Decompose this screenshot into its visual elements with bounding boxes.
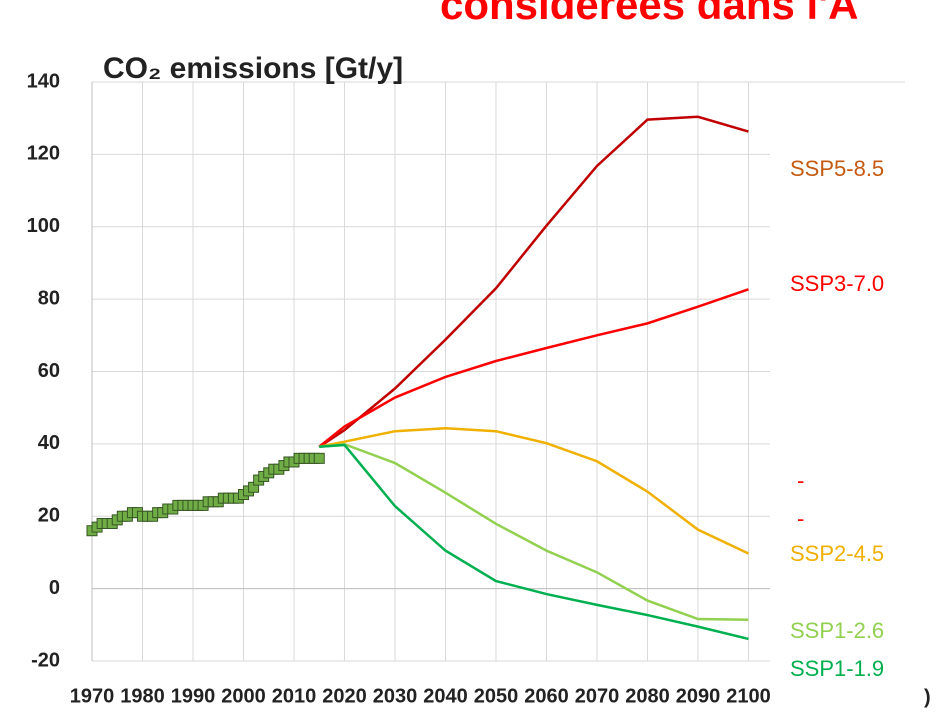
x-tick-label: 1990 xyxy=(171,685,216,707)
x-tick-label: 2050 xyxy=(474,685,519,707)
series-line xyxy=(318,427,749,555)
x-tick-label: 2000 xyxy=(221,685,266,707)
labels: -20 0 20 40 60 80 100 120 140 SSP5-8.5 SSP3-7.0 SSP… xyxy=(27,70,885,681)
chart-title: CO₂ emissions [Gt/y] xyxy=(103,52,403,85)
y-tick-label: 20 xyxy=(38,505,60,527)
annotation: - xyxy=(797,468,804,493)
series-label: SSP3-7.0 xyxy=(790,271,884,296)
x-tick-label: 2070 xyxy=(575,685,620,707)
grid: 1970 1980 1990 2000 2010 2020 2030 2040 2050 2060… xyxy=(70,81,905,707)
y-tick-label: -20 xyxy=(31,649,60,671)
x-tick-label: 2020 xyxy=(322,685,367,707)
x-tick-label: 2040 xyxy=(423,685,468,707)
x-tick-label: 1980 xyxy=(120,685,165,707)
lines xyxy=(86,115,749,641)
x-tick-label: 1970 xyxy=(70,685,115,707)
x-tick-label: 2030 xyxy=(373,685,418,707)
series-label: SSP2-4.5 xyxy=(790,541,884,566)
y-tick-label: 80 xyxy=(38,287,60,309)
series-label: SSP1-1.9 xyxy=(790,656,884,681)
series-label: SSP5-8.5 xyxy=(790,156,884,181)
series-label: SSP1-2.6 xyxy=(790,618,884,643)
x-tick-label: 2010 xyxy=(272,685,317,707)
y-tick-label: 120 xyxy=(27,143,60,165)
y-tick-label: 60 xyxy=(38,360,60,382)
historical-point xyxy=(313,452,325,464)
annotation: ) xyxy=(924,686,931,708)
label-panel xyxy=(770,100,942,719)
y-tick-label: 0 xyxy=(49,577,60,599)
x-tick-label: 2080 xyxy=(625,685,670,707)
y-tick-label: 40 xyxy=(38,432,60,454)
x-tick-label: 2090 xyxy=(676,685,721,707)
series-line xyxy=(319,443,749,641)
x-tick-label: 2060 xyxy=(524,685,569,707)
y-tick-label: 100 xyxy=(27,215,60,237)
series-line xyxy=(318,115,749,448)
annotation: - xyxy=(797,506,804,531)
y-tick-label: 140 xyxy=(27,70,60,92)
series-line xyxy=(319,442,749,621)
header-text: considérées dans l'A xyxy=(440,0,858,28)
series-line xyxy=(318,288,749,448)
x-tick-label: 2100 xyxy=(726,685,771,707)
